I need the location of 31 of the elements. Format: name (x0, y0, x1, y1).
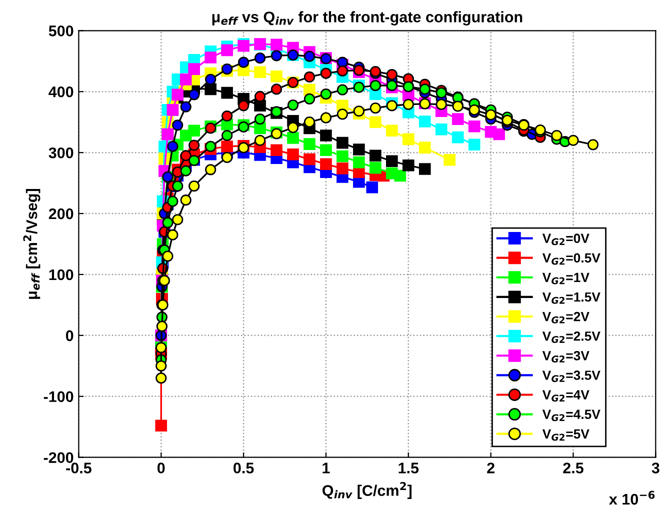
legend-label: V$_{G2}$=0.5V (542, 253, 600, 265)
legend-label: V$_{G2}$=0V (542, 234, 590, 246)
legend-label: V$_{G2}$=1V (542, 272, 590, 284)
y-tick-label: 200 (48, 208, 74, 220)
y-tick-label: -100 (44, 391, 74, 402)
y-tick-label: -200 (44, 452, 74, 464)
y-tick-label: 0 (66, 330, 74, 342)
y-tick-label: 500 (48, 26, 74, 36)
x-tick-label: 0 (157, 462, 165, 474)
legend-label: V$_{G2}$=2V (542, 312, 590, 324)
chart-title: μ$_{eff}$ vs Q$_{inv}$ for the front-gate configuration (212, 11, 522, 26)
x-axis-title: Q$_{inv}$ [C/cm$^{2}$] (322, 482, 412, 499)
legend-label: V$_{G2}$=4.5V (542, 410, 600, 422)
y-tick-label: 400 (48, 86, 74, 98)
y-axis-title: μ$_{eff}$ [cm$^{2}$/Vseg] (23, 189, 40, 299)
legend-label: V$_{G2}$=2.5V (542, 331, 600, 343)
legend-label: V$_{G2}$=3.5V (542, 370, 600, 382)
x-tick-label: 2.5 (563, 462, 584, 474)
x-tick-label: 2 (487, 462, 494, 474)
x-tick-label: -0.5 (66, 462, 92, 474)
legend-label: V$_{G2}$=4V (542, 390, 590, 402)
y-tick-label: 100 (49, 269, 74, 280)
legend-label: V$_{G2}$=1.5V (542, 292, 600, 304)
x-tick-label: 0.5 (234, 462, 254, 474)
x-tick-label: 1.5 (398, 462, 419, 474)
legend-label: V$_{G2}$=3V (542, 351, 590, 363)
legend-label: V$_{G2}$=5V (542, 429, 590, 441)
y-tick-label: 300 (48, 147, 74, 158)
x-tick-label: 1 (322, 462, 330, 474)
text: x 10$^{−6}$ (609, 490, 655, 505)
x-tick-label: 3 (652, 462, 660, 474)
